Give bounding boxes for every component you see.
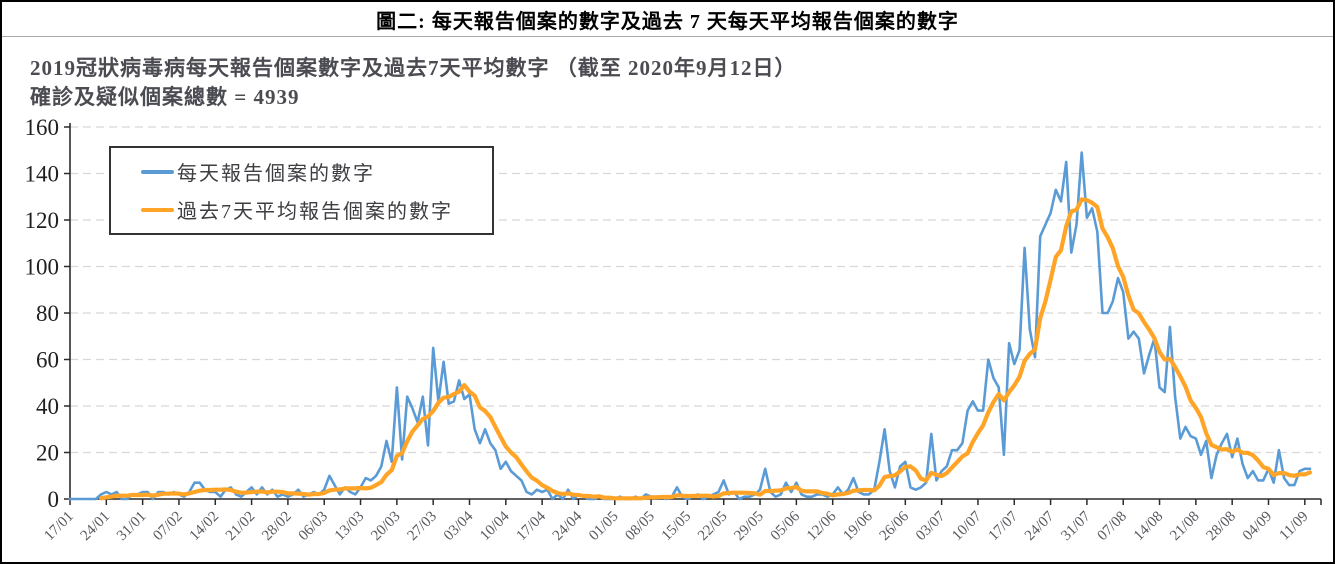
x-axis-label-04/09: 04/09 <box>1240 509 1275 544</box>
x-axis-label-24/07: 24/07 <box>1022 508 1058 544</box>
x-axis-label-21/02: 21/02 <box>223 509 258 544</box>
x-axis-label-31/01: 31/01 <box>114 509 149 544</box>
legend-label-daily: 每天報告個案的數字 <box>177 163 375 185</box>
x-axis-label-03/04: 03/04 <box>441 508 477 544</box>
y-axis-label-60: 60 <box>36 348 59 373</box>
y-axis-label-140: 140 <box>25 162 60 187</box>
y-axis-label-100: 100 <box>25 255 60 280</box>
legend-entry-daily: 每天報告個案的數字 <box>141 157 492 186</box>
x-axis-label-10/04: 10/04 <box>477 508 513 544</box>
y-axis-label-40: 40 <box>36 394 59 419</box>
x-axis-label-22/05: 22/05 <box>695 509 730 544</box>
x-axis-label-01/05: 01/05 <box>586 509 621 544</box>
x-axis-label-06/03: 06/03 <box>296 509 331 544</box>
x-axis-label-14/08: 14/08 <box>1131 509 1166 544</box>
x-axis-label-13/03: 13/03 <box>332 509 367 544</box>
x-axis-label-20/03: 20/03 <box>368 509 403 544</box>
legend-label-average: 過去7天平均報告個案的數字 <box>177 201 453 223</box>
x-axis-label-11/09: 11/09 <box>1277 509 1312 544</box>
x-axis-label-07/08: 07/08 <box>1095 509 1130 544</box>
subtitle-line-1: 2019冠狀病毒病每天報告個案數字及過去7天平均數字 （截至 2020年9月12… <box>30 56 797 80</box>
x-axis-label-17/07: 17/07 <box>986 508 1022 544</box>
chart-legend: 每天報告個案的數字 過去7天平均報告個案的數字 <box>109 146 494 235</box>
y-axis-label-20: 20 <box>36 441 59 466</box>
x-axis-label-28/08: 28/08 <box>1204 509 1239 544</box>
average-series-line-swatch <box>141 207 174 212</box>
x-axis-label-08/05: 08/05 <box>622 509 657 544</box>
y-axis-label-120: 120 <box>25 208 60 233</box>
x-axis-label-17/04: 17/04 <box>513 508 549 544</box>
x-axis-label-05/06: 05/06 <box>768 508 804 544</box>
x-axis-label-10/07: 10/07 <box>949 508 985 544</box>
x-axis-label-24/01: 24/01 <box>78 509 113 544</box>
x-axis-label-12/06: 12/06 <box>804 508 840 544</box>
y-axis-label-160: 160 <box>25 115 60 140</box>
seven-day-average-line <box>98 197 1313 501</box>
x-axis-label-27/03: 27/03 <box>405 509 440 544</box>
x-axis-label-24/04: 24/04 <box>550 508 586 544</box>
figure-title: 圖二: 每天報告個案的數字及過去 7 天每天平均報告個案的數字 <box>2 2 1333 37</box>
x-axis-label-31/07: 31/07 <box>1058 508 1094 544</box>
y-axis-label-80: 80 <box>36 301 59 326</box>
x-axis-label-17/01: 17/01 <box>41 509 76 544</box>
x-axis-label-19/06: 19/06 <box>840 508 876 544</box>
x-axis-label-14/02: 14/02 <box>187 509 222 544</box>
x-axis-label-26/06: 26/06 <box>877 508 913 544</box>
x-axis-label-21/08: 21/08 <box>1167 509 1202 544</box>
daily-series-line-swatch <box>141 169 174 174</box>
x-axis-label-28/02: 28/02 <box>259 509 294 544</box>
x-axis-label-03/07: 03/07 <box>913 508 949 544</box>
subtitle-line-2: 確診及疑似個案總數 = 4939 <box>30 85 300 109</box>
legend-entry-average: 過去7天平均報告個案的數字 <box>141 195 492 224</box>
x-axis-label-07/02: 07/02 <box>150 509 185 544</box>
y-axis-label-0: 0 <box>48 487 60 512</box>
x-axis-label-15/05: 15/05 <box>659 509 694 544</box>
x-axis-label-29/05: 29/05 <box>731 509 766 544</box>
chart-subtitle: 2019冠狀病毒病每天報告個案數字及過去7天平均數字 （截至 2020年9月12… <box>30 54 797 112</box>
